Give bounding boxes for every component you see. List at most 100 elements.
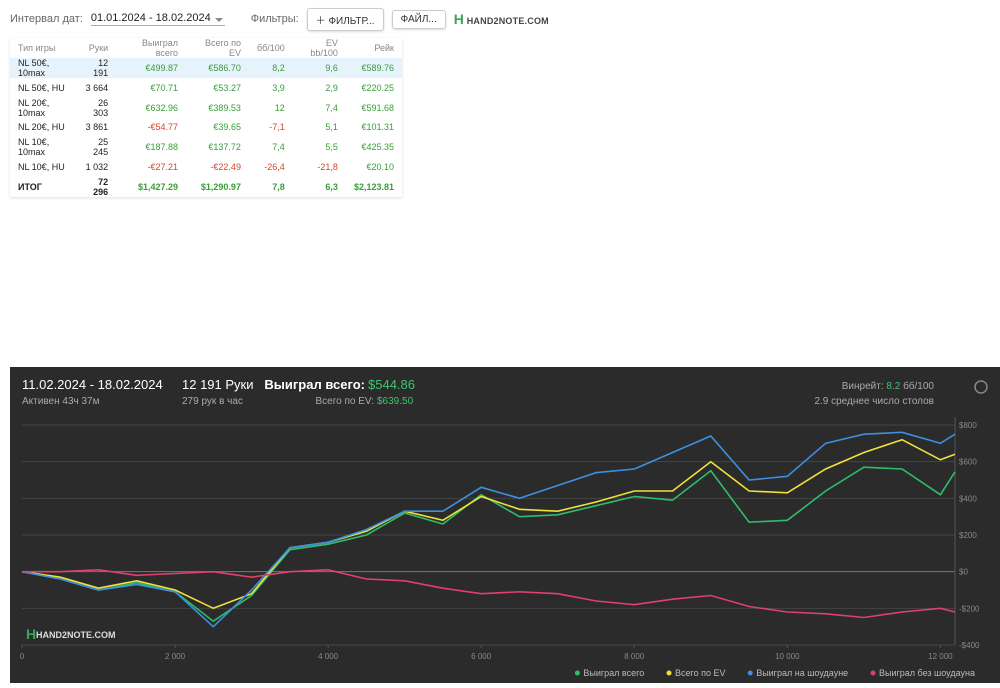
filter-button[interactable]: ＋ ФИЛЬТР...: [306, 7, 384, 31]
table-cell: €53.27: [213, 82, 241, 93]
filters-label: Фильтры:: [250, 13, 299, 25]
column-header: бб/100: [256, 43, 285, 53]
table-cell: NL 20€, 10max: [18, 97, 50, 118]
series-line: [22, 568, 956, 619]
column-header: Руки: [88, 43, 109, 53]
legend-label: Выиграл без шоудауна: [879, 668, 975, 678]
table-cell: 7,4: [325, 102, 338, 113]
table-cell: €632.96: [145, 102, 178, 113]
x-tick-label: 12 000: [928, 652, 953, 661]
filter-button-text: ФИЛЬТР...: [328, 15, 375, 27]
column-header: EV bb/100: [310, 38, 338, 58]
table-cell: NL 20€, HU: [18, 122, 65, 133]
watermark: HAND2NOTE.COM: [36, 630, 116, 640]
x-tick-label: 10 000: [775, 652, 800, 661]
table-cell: €591.68: [361, 102, 394, 113]
y-tick-label: -$400: [959, 641, 980, 650]
table-cell: 7,8: [272, 181, 285, 192]
legend-label: Всего по EV: [675, 668, 725, 678]
table-cell: 5,5: [325, 142, 338, 152]
table-cell: 1 032: [85, 161, 109, 172]
table-row: NL 20€, 10max 26 303 €632.96 €389.53 12 7,4 €5…: [10, 98, 402, 118]
winrate-line: Винрейт: 8.2 бб/100: [842, 380, 935, 392]
x-tick-label: 6 000: [471, 652, 492, 661]
x-tick-label: 8 000: [624, 652, 645, 661]
column-header: Рейк: [374, 43, 394, 53]
table-cell: $1,427.29: [137, 181, 178, 192]
x-tick-label: 0: [20, 652, 25, 661]
date-dropdown[interactable]: 01.01.2024 - 18.02.2024: [90, 12, 225, 26]
table-cell: €137.72: [208, 142, 241, 152]
table-row: ИТОГ 72 296 $1,427.29 $1,290.97 7,8 6,3 $2,123…: [10, 177, 402, 197]
table-cell: 12 191: [75, 58, 117, 78]
date-label: Интервал дат:: [10, 13, 83, 25]
file-button[interactable]: ФАЙЛ...: [391, 9, 446, 29]
ev: $639.50: [377, 396, 414, 407]
table-body: NL 50€, 10max 12 191 €499.87 €586.70 8,2 9,6 €…: [10, 58, 402, 197]
legend-marker: [666, 670, 672, 676]
table-cell: 7,4: [272, 142, 285, 152]
table-cell: $2,123.81: [353, 181, 394, 192]
y-tick-label: $200: [959, 531, 977, 540]
settings-icon[interactable]: [974, 380, 988, 394]
table-cell: NL 50€, HU: [18, 82, 65, 93]
table-cell: 2,9: [325, 82, 338, 93]
table-cell: 26 303: [93, 97, 109, 118]
legend-label: Выиграл всего: [583, 668, 644, 678]
per-hour: 279 рук в час: [182, 396, 243, 407]
header-row: Тип игры Руки Выиграл всего Всего по EV бб/1…: [10, 38, 402, 58]
y-tick-label: $400: [959, 494, 977, 503]
legend: Выиграл всего Всего по EV Выиграл на шоуда…: [574, 668, 975, 678]
plot: -$400 -$200 $0 $200 $400 $600 $800 0 2 000 4 000 6…: [20, 417, 980, 678]
y-tick-label: -$200: [959, 604, 980, 613]
table-cell: €389.53: [208, 102, 241, 113]
winrate: 8.2: [886, 381, 900, 392]
watermark-icon: H: [26, 626, 36, 642]
table-cell: 6,3: [325, 181, 338, 192]
table-cell: €101.31: [361, 122, 394, 133]
legend-marker: [747, 670, 753, 676]
table-row: NL 50€, HU 3 664 €70.71 €53.27 3,9 2,9 €220.25: [10, 78, 402, 98]
active-time: Активен 43ч 37м: [22, 396, 100, 407]
table-cell: NL 10€, HU: [18, 161, 65, 172]
table-cell: €589.76: [345, 58, 402, 78]
hands: 12 191 Руки: [182, 377, 254, 392]
x-tick-label: 4 000: [318, 652, 339, 661]
table-row: NL 10€, HU 1 032 -€27.21 -€22.49 -26,4 -21,8 €…: [10, 157, 402, 177]
legend-label: Выиграл на шоудауне: [756, 668, 848, 678]
table-row: NL 20€, HU 3 861 -€54.77 €39.65 -7,1 5,1 €101.…: [10, 118, 402, 138]
table-cell: -21,8: [317, 161, 338, 172]
table-cell: NL 50€, 10max: [10, 58, 76, 78]
table-cell: €220.25: [361, 82, 394, 93]
series-line: [21, 431, 956, 628]
table-cell: -€27.21: [147, 161, 178, 172]
y-tick-label: $0: [959, 568, 968, 577]
table-cell: NL 10€, 10max: [18, 137, 50, 157]
table-cell: $1,290.97: [200, 181, 241, 192]
table-cell: 12: [274, 102, 285, 113]
series-line: [21, 466, 956, 623]
stats-table: Тип игры Руки Выиграл всего Всего по EV бб/1…: [10, 38, 402, 197]
logo: H HAND2NOTE.COM: [453, 11, 549, 27]
table-row: NL 50€, 10max 12 191 €499.87 €586.70 8,2 9,6 €…: [10, 58, 402, 78]
table-cell: €20.10: [366, 161, 394, 172]
table-cell: €70.71: [150, 82, 178, 93]
table-cell: 8,2: [248, 58, 293, 78]
y-tick-label: $600: [959, 458, 977, 467]
logo-text: HAND2NOTE.COM: [466, 16, 549, 26]
table-cell: 3,9: [272, 82, 285, 93]
table-row: NL 10€, 10max 25 245 €187.88 €137.72 7,4 5,5 €…: [10, 137, 402, 157]
x-tick-label: 2 000: [165, 652, 186, 661]
table-cell: 72 296: [93, 176, 109, 197]
table-cell: €499.87: [116, 58, 186, 78]
winrate-unit: бб/100: [903, 380, 934, 392]
table-cell: €39.65: [213, 122, 241, 133]
column-header: Выиграл всего: [141, 38, 178, 58]
graph-panel: 11.02.2024 - 18.02.2024 Активен 43ч 37м …: [10, 367, 1000, 683]
table-cell: -26,4: [264, 161, 285, 172]
table-cell: 9,6: [292, 58, 346, 78]
table-cell: €586.70: [185, 58, 249, 78]
table-cell: 5,1: [325, 122, 338, 133]
table-cell: ИТОГ: [18, 181, 42, 192]
